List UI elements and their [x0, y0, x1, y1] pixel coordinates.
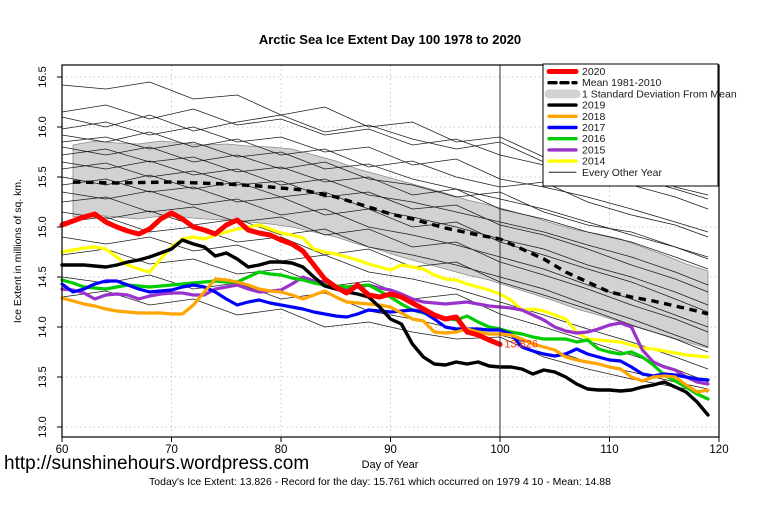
legend-label: Every Other Year	[582, 167, 662, 179]
y-axis-title: Ice Extent in millions of sq. km.	[12, 179, 24, 323]
ice-extent-annotation: 13.826	[504, 339, 538, 351]
other-year-line-15	[61, 216, 709, 353]
legend-label: 2020	[582, 66, 606, 78]
legend-entry-2019: 2019	[547, 100, 606, 112]
chart-title: Arctic Sea Ice Extent Day 100 1978 to 20…	[259, 32, 521, 47]
legend-label: 2015	[582, 144, 606, 156]
y-tick-label: 16.0	[37, 116, 49, 137]
legend-label: 2014	[582, 156, 606, 168]
other-year-line-9	[61, 162, 709, 293]
legend-entry-every-other-year: Every Other Year	[548, 167, 662, 179]
legend-entry-1-standard-deviation-from-mean: 1 Standard Deviation From Mean	[544, 88, 737, 100]
x-tick-label: 120	[709, 444, 728, 456]
legend-box	[542, 63, 719, 187]
mean-1981-2010-line	[72, 180, 709, 316]
other-year-line-16	[61, 236, 709, 370]
mean-line	[72, 180, 709, 316]
legend-label: 2016	[582, 133, 606, 145]
legend-entry-2020: 2020	[546, 66, 606, 78]
legend-label: 2017	[582, 122, 606, 134]
other-year-line-6	[61, 146, 709, 258]
x-tick-label: 100	[490, 444, 509, 456]
legend-label: Mean 1981-2010	[582, 77, 662, 89]
y-tick-label: 13.0	[37, 416, 49, 437]
other-year-line-19	[61, 290, 709, 393]
x-tick-label: 70	[165, 444, 178, 456]
other-year-line-4	[61, 131, 709, 238]
x-tick-label: 80	[275, 444, 288, 456]
stats-caption: Today's Ice Extent: 13.826 - Record for …	[149, 476, 611, 488]
y-tick-label: 14.5	[37, 266, 49, 287]
x-tick-label: 60	[56, 444, 69, 456]
legend-label: 2019	[582, 100, 606, 112]
other-year-line-11	[61, 178, 709, 313]
legend-entry-2017: 2017	[547, 122, 606, 134]
legend-entry-2016: 2016	[547, 133, 606, 145]
other-year-line-7	[61, 148, 709, 270]
legend-entry-mean-1981-2010: Mean 1981-2010	[547, 77, 662, 89]
x-axis: 60 70 80 90 100 110 120	[56, 437, 729, 456]
series-2015	[60, 275, 710, 386]
y-tick-label: 15.5	[37, 166, 49, 187]
std-dev-band	[72, 140, 709, 349]
site-url-text: http://sunshinehours.wordpress.com	[4, 453, 310, 474]
y-axis: 13.0 13.5 14.0 14.5 15.0 15.5 16.0 16.5	[37, 66, 62, 438]
legend-entry-2018: 2018	[547, 111, 606, 123]
other-year-line-8	[61, 160, 709, 286]
y-tick-label: 15.0	[37, 216, 49, 237]
legend-entry-2015: 2015	[547, 144, 606, 156]
legend-label: 1 Standard Deviation From Mean	[582, 88, 737, 100]
y-tick-label: 14.0	[37, 316, 49, 337]
legend-entry-2014: 2014	[547, 156, 606, 168]
other-year-line-13	[61, 196, 709, 333]
other-year-line-12	[61, 190, 709, 328]
series-2020	[59, 210, 503, 347]
year-series-lines	[59, 210, 710, 417]
other-year-line-10	[61, 174, 709, 306]
y-tick-label: 16.5	[37, 66, 49, 87]
legend-label: 2018	[582, 111, 606, 123]
other-year-line-14	[61, 210, 709, 348]
x-axis-title: Day of Year	[362, 459, 419, 471]
other-year-line-3	[61, 121, 709, 233]
x-tick-label: 90	[384, 444, 397, 456]
std-dev-polygon	[72, 140, 709, 349]
y-tick-label: 13.5	[37, 366, 49, 387]
series-2019	[60, 238, 710, 417]
x-tick-label: 110	[600, 444, 618, 456]
series-2018	[60, 277, 710, 394]
